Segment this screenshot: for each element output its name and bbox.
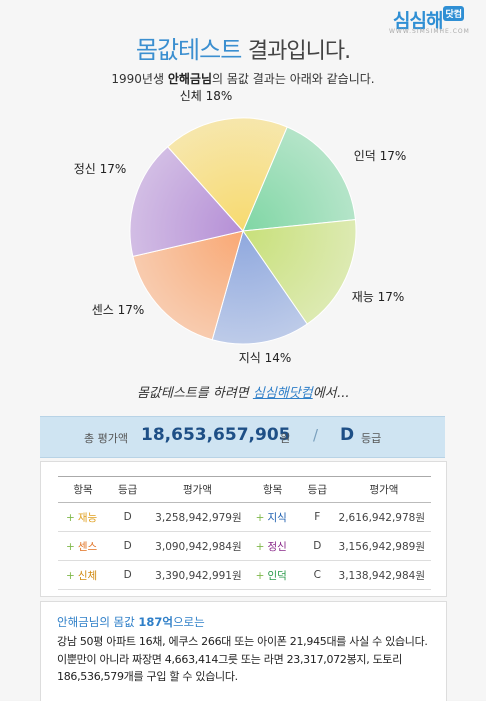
col-header-item: 항목 xyxy=(58,476,109,503)
plus-icon: + xyxy=(66,540,75,553)
grade-cell: D xyxy=(108,502,148,532)
pie-label-재능: 재능 17% xyxy=(352,290,405,304)
pie-slice-신체 xyxy=(166,117,288,232)
title-highlight: 몸값테스트 xyxy=(135,36,242,64)
summary-box: 안해금님의 몸값 187억으로는 강남 50평 아파트 16채, 에쿠스 266… xyxy=(40,601,447,701)
value-cell: 3,156,942,989원 xyxy=(336,531,431,561)
col-header-value: 평가액 xyxy=(147,476,248,503)
plus-icon: + xyxy=(255,511,265,524)
value-cell: 3,390,942,991원 xyxy=(147,560,248,590)
summary-head-suffix: 으로는 xyxy=(172,615,205,629)
pie-slice-정신 xyxy=(129,146,244,258)
page-title: 몸값테스트 결과입니다. xyxy=(0,30,486,65)
total-amount: 18,653,657,905 xyxy=(141,425,291,445)
summary-head-prefix: 안해금님의 몸값 xyxy=(57,615,139,629)
score-table: 항목 등급 평가액 항목 등급 평가액 + 재능 D 3,258,942,979원 + 지… xyxy=(58,476,431,590)
hand-note: 몸값테스트를 하려면 심심해닷컴에서... xyxy=(0,382,486,401)
summary-body: 강남 50평 아파트 16채, 에쿠스 266대 또는 아이폰 21,945대를… xyxy=(57,635,428,683)
item-name[interactable]: 센스 xyxy=(77,540,98,553)
table-row: + 센스 D 3,090,942,984원 + 정신 D 3,156,942,989원 xyxy=(58,531,431,561)
item-name[interactable]: 재능 xyxy=(77,511,98,524)
pie-slice-재능 xyxy=(242,219,357,325)
title-rest: 결과입니다. xyxy=(247,39,351,64)
subtitle-name: 안해금님 xyxy=(167,72,213,86)
item-name-cell: + 정신 xyxy=(247,531,298,561)
col-header-value: 평가액 xyxy=(336,476,431,503)
total-divider: / xyxy=(313,426,319,444)
summary-heading: 안해금님의 몸값 187억으로는 xyxy=(57,614,205,630)
grade-cell: D xyxy=(108,531,148,561)
table-row: + 신체 D 3,390,942,991원 + 인덕 C 3,138,942,984원 xyxy=(58,560,431,590)
pie-label-지식: 지식 14% xyxy=(239,351,292,365)
table-row: + 재능 D 3,258,942,979원 + 지식 F 2,616,942,978원 xyxy=(58,502,431,532)
logo-badge: 닷컴 xyxy=(443,6,465,21)
item-name-cell: + 재능 xyxy=(58,502,109,532)
hand-note-link[interactable]: 심심해닷컴 xyxy=(252,386,313,401)
item-name[interactable]: 정신 xyxy=(267,540,287,553)
value-cell: 2,616,942,978원 xyxy=(336,502,431,532)
total-value-bar: 총 평가액 18,653,657,905 원 / D 등급 xyxy=(40,416,445,458)
total-unit: 원 xyxy=(280,432,291,445)
plus-icon: + xyxy=(66,511,75,524)
grade-cell: D xyxy=(297,531,337,561)
value-cell: 3,138,942,984원 xyxy=(336,560,431,590)
total-grade: D xyxy=(340,425,355,445)
plus-icon: + xyxy=(66,569,75,582)
pie-slice-지식 xyxy=(211,229,308,345)
table-header-row: 항목 등급 평가액 항목 등급 평가액 xyxy=(58,476,431,503)
item-name-cell: + 센스 xyxy=(58,531,109,561)
col-header-grade: 등급 xyxy=(297,476,337,503)
score-table-box: 항목 등급 평가액 항목 등급 평가액 + 재능 D 3,258,942,979원 + 지… xyxy=(40,461,447,597)
subtitle-suffix: 의 몸값 결과는 아래와 같습니다. xyxy=(212,72,375,86)
item-name[interactable]: 지식 xyxy=(267,511,287,524)
item-name[interactable]: 신체 xyxy=(77,569,98,582)
hand-note-after: 에서... xyxy=(312,386,350,401)
total-grade-label: 등급 xyxy=(361,432,382,445)
plus-icon: + xyxy=(255,569,265,582)
subtitle-prefix: 1990년생 xyxy=(111,72,165,86)
col-header-grade: 등급 xyxy=(108,476,148,503)
grade-cell: F xyxy=(297,502,337,532)
hand-note-text: 몸값테스트를 하려면 xyxy=(136,386,253,401)
pie-slice-인덕 xyxy=(242,126,356,232)
summary-head-amount: 187억 xyxy=(138,615,173,629)
pie-chart: 인덕 17% 재능 17% 지식 14% 센스 17% 정신 17% 신체 18% xyxy=(74,89,407,365)
pie-label-정신: 정신 17% xyxy=(74,162,127,176)
total-label: 총 평가액 xyxy=(84,432,128,445)
plus-icon: + xyxy=(255,540,265,553)
site-logo[interactable]: 심심해 닷컴 xyxy=(393,6,465,33)
pie-slice-센스 xyxy=(132,230,244,341)
grade-cell: C xyxy=(297,560,337,590)
grade-cell: D xyxy=(108,560,148,590)
item-name[interactable]: 인덕 xyxy=(267,569,287,582)
result-subtitle: 1990년생 안해금님의 몸값 결과는 아래와 같습니다. xyxy=(0,70,486,87)
pie-label-신체: 신체 18% xyxy=(180,89,233,103)
value-cell: 3,258,942,979원 xyxy=(147,502,248,532)
col-header-item: 항목 xyxy=(247,476,298,503)
value-cell: 3,090,942,984원 xyxy=(147,531,248,561)
item-name-cell: + 지식 xyxy=(247,502,298,532)
item-name-cell: + 신체 xyxy=(58,560,109,590)
logo-text: 심심해 xyxy=(393,10,443,32)
item-name-cell: + 인덕 xyxy=(247,560,298,590)
pie-label-인덕: 인덕 17% xyxy=(354,149,407,163)
pie-label-센스: 센스 17% xyxy=(92,303,145,317)
logo-url: WWW.SIMSIMHE.COM xyxy=(389,28,470,35)
